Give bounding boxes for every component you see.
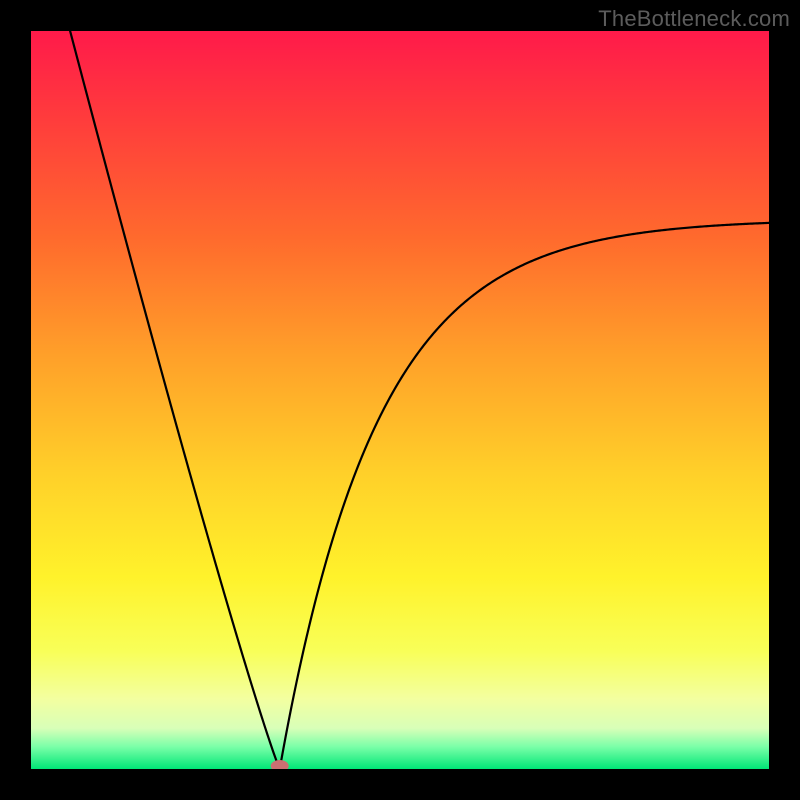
chart-frame: TheBottleneck.com — [0, 0, 800, 800]
watermark-text: TheBottleneck.com — [598, 6, 790, 32]
chart-plot-area — [31, 31, 769, 769]
bottleneck-curve — [31, 31, 769, 769]
minimum-marker — [271, 760, 289, 769]
